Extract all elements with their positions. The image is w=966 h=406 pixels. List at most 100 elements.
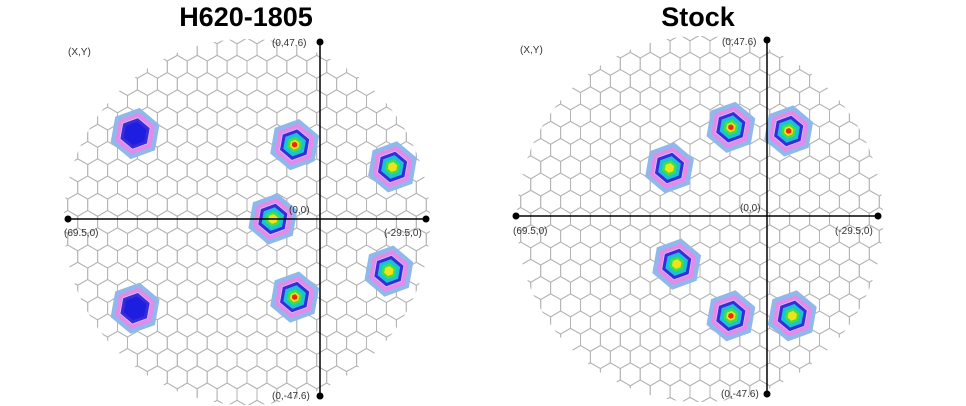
axis-dot-left-top <box>316 38 324 46</box>
hex-cell <box>560 258 581 283</box>
hex-cell <box>659 51 681 76</box>
spot-inner <box>123 296 147 321</box>
hex-cell <box>186 192 208 217</box>
hex-cell <box>838 86 860 111</box>
hex-cell <box>719 189 741 214</box>
hex-cell <box>848 310 870 335</box>
hex-cell <box>580 51 601 76</box>
corner-label-left: (X,Y) <box>68 47 91 58</box>
hex-cell <box>580 327 601 352</box>
hex-cell <box>127 330 148 355</box>
hex-cell <box>779 258 801 283</box>
hex-cell <box>186 123 208 148</box>
hex-cell <box>819 258 840 283</box>
hex-cell <box>739 362 761 387</box>
hex-cell <box>346 330 367 355</box>
hex-cell <box>699 258 721 283</box>
axis-label-x-neg-left: (69.5,0) <box>64 228 98 239</box>
hex-cell <box>326 54 348 79</box>
hex-cell <box>679 362 701 387</box>
hex-cell <box>819 293 840 318</box>
hex-cell <box>326 261 348 286</box>
hex-cell <box>779 362 801 387</box>
hex-cell <box>395 313 417 338</box>
hex-cell <box>266 54 288 79</box>
spot <box>767 290 817 342</box>
hex-cell <box>226 54 248 79</box>
hex-cell <box>326 365 348 390</box>
corner-label-right: (X,Y) <box>520 45 543 56</box>
axis-dot-right-right <box>874 212 882 220</box>
hex-cell <box>366 330 387 355</box>
hex-cell <box>540 189 562 214</box>
origin-label-left: (0,0) <box>289 205 310 216</box>
panel-left: (X,Y) (0,47.6) (0,-47.6) (69.5,0) (-29.5… <box>64 38 430 405</box>
hex-cell <box>306 89 328 114</box>
hex-cell <box>779 86 801 111</box>
hex-cell <box>286 89 308 114</box>
hex-cell <box>127 261 148 286</box>
hex-cell <box>679 189 701 214</box>
hex-cell <box>560 189 581 214</box>
hex-cell <box>809 344 830 370</box>
hex-cell <box>719 224 741 249</box>
hex-cell <box>356 347 377 373</box>
axis-label-x-pos-left: (-29.5,0) <box>384 228 422 239</box>
hex-cell <box>868 275 883 301</box>
hex-cell <box>639 293 661 318</box>
hex-cell <box>196 382 218 405</box>
hex-cell <box>385 192 407 217</box>
hex-cell <box>87 261 109 286</box>
hex-cell <box>819 189 840 214</box>
hex-cell <box>739 258 761 283</box>
hex-cell <box>146 89 168 114</box>
hex-cell <box>560 120 581 145</box>
hex-cell <box>166 330 188 355</box>
hex-cell <box>759 224 781 249</box>
hex-cell <box>266 330 288 355</box>
hex-cell <box>679 293 701 318</box>
hex-cell <box>838 120 860 145</box>
axis-label-bottom-right: (0,-47.6) <box>721 389 759 400</box>
hex-cell <box>107 192 128 217</box>
hex-cell <box>580 120 601 145</box>
hex-cell <box>346 54 367 79</box>
hex-cell <box>246 365 268 390</box>
hex-cell <box>266 365 288 390</box>
spot <box>364 245 414 297</box>
hex-cell <box>67 192 89 217</box>
hex-cell <box>560 293 581 318</box>
hex-cell <box>67 296 89 321</box>
hex-cell <box>580 86 601 111</box>
axis-label-x-pos-right: (-29.5,0) <box>835 226 873 237</box>
hex-cell <box>186 296 208 321</box>
hex-cell <box>306 54 328 79</box>
hex-cell <box>87 89 109 114</box>
hex-cell <box>679 396 701 402</box>
hex-cell <box>117 347 138 373</box>
hex-cell <box>186 330 208 355</box>
hex-cell <box>599 86 621 111</box>
hex-cell <box>679 327 701 352</box>
hex-cell <box>769 379 791 402</box>
spot <box>270 271 320 323</box>
spot-core <box>291 294 298 300</box>
hex-cell <box>639 327 661 352</box>
hex-cell <box>87 330 109 355</box>
hex-cell <box>639 362 661 387</box>
hex-cell <box>246 261 268 286</box>
hex-cell <box>540 86 562 111</box>
hex-cell <box>266 89 288 114</box>
hex-cell <box>286 54 308 79</box>
hex-cell <box>580 258 601 283</box>
hex-cell <box>520 189 542 214</box>
hex-cell <box>659 327 681 352</box>
hex-cell <box>838 293 860 318</box>
hex-cell <box>659 189 681 214</box>
spot <box>652 238 702 290</box>
hex-cell <box>226 89 248 114</box>
hex-cell <box>679 36 701 42</box>
spot-core <box>728 312 734 319</box>
spots-right <box>645 101 817 342</box>
